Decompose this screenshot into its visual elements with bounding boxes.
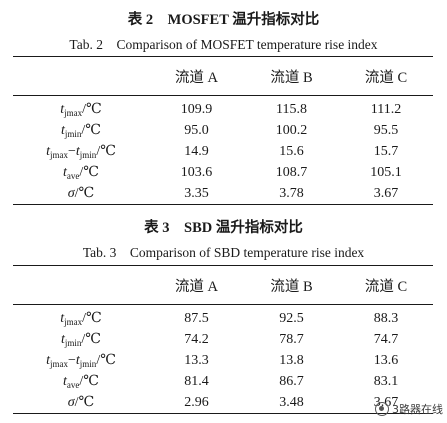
table-cell: 3.78 [244,183,339,205]
table2-header-row: 流道 A 流道 B 流道 C [13,56,433,96]
row-label-sigma: σ/℃ [13,183,149,205]
table2-caption-cn: 表 2 MOSFET 温升指标对比 [127,12,320,28]
table-cell: 108.7 [275,164,308,180]
watermark: 3路器在线 [375,401,443,417]
table-row: tjmax/℃ 109.9 115.8 111.2 [13,95,433,120]
row-label-tjmin: tjmin/℃ [61,123,101,139]
table3-caption-en: Tab. 3 Comparison of SBD temperature ris… [82,245,365,260]
table-cell: 95.0 [184,122,209,138]
table-cell: 3.67 [339,183,433,205]
table-cell: 2.96 [149,392,244,414]
table-cell: 13.3 [184,352,209,368]
table2-caption-en: Tab. 2 Comparison of MOSFET temperature … [69,37,378,52]
table3-col-c: 流道 C [339,265,433,305]
table-row: tjmax/℃ 87.5 92.5 88.3 [13,304,433,329]
table3-header-row: 流道 A 流道 B 流道 C [13,265,433,305]
row-label-tave: tave/℃ [63,165,99,181]
table-cell: 3.48 [244,392,339,414]
table3-caption-cn: 表 3 SBD 温升指标对比 [144,220,303,236]
row-label-tjmax-minus-tjmin: tjmax−tjmin/℃ [46,353,116,369]
table-cell: 14.9 [184,143,209,159]
table2-col-c: 流道 C [339,56,433,96]
table-cell: 13.6 [373,352,399,368]
table-row: tjmax−tjmin/℃ 13.3 13.8 13.6 [13,350,433,371]
table-cell: 87.5 [149,304,244,329]
table-cell: 86.7 [279,373,304,389]
table-cell: 92.5 [244,304,339,329]
table-cell: 15.6 [279,143,304,159]
table3: 流道 A 流道 B 流道 C tjmax/℃ 87.5 92.5 88.3 tj… [13,265,433,414]
table-row: tave/℃ 81.4 86.7 83.1 [13,371,433,392]
table-row: tjmin/℃ 74.2 78.7 74.7 [13,329,433,350]
row-label-tjmax-minus-tjmin: tjmax−tjmin/℃ [46,144,116,160]
table-cell: 13.8 [279,352,304,368]
table-row: tjmax−tjmin/℃ 14.9 15.6 15.7 [13,141,433,162]
table3-col-b: 流道 B [244,265,339,305]
table-cell: 83.1 [373,373,399,389]
table-cell: 100.2 [275,122,308,138]
watermark-text: 3路器在线 [392,403,443,416]
wechat-icon [375,402,389,416]
table-row: tave/℃ 103.6 108.7 105.1 [13,162,433,183]
table2: 流道 A 流道 B 流道 C tjmax/℃ 109.9 115.8 111.2… [13,56,433,205]
table-cell: 109.9 [149,95,244,120]
row-label-tjmax: tjmax/℃ [13,304,149,329]
table-cell: 103.6 [180,164,213,180]
table-cell: 115.8 [244,95,339,120]
table-cell: 95.5 [373,122,399,138]
table-row: tjmin/℃ 95.0 100.2 95.5 [13,120,433,141]
row-label-tjmax: tjmax/℃ [13,95,149,120]
table-cell: 74.7 [373,331,399,347]
table-cell: 81.4 [184,373,209,389]
row-label-tave: tave/℃ [63,374,99,390]
table-cell: 74.2 [184,331,209,347]
header-empty [13,265,149,305]
table-cell: 105.1 [370,164,402,180]
row-label-sigma: σ/℃ [13,392,149,414]
table-row: σ/℃ 2.96 3.48 3.67 [13,392,433,414]
table-cell: 15.7 [373,143,399,159]
table-row: σ/℃ 3.35 3.78 3.67 [13,183,433,205]
header-empty [13,56,149,96]
table-cell: 78.7 [279,331,304,347]
table-cell: 3.35 [149,183,244,205]
table3-col-a: 流道 A [149,265,244,305]
table-cell: 88.3 [339,304,433,329]
table2-col-a: 流道 A [149,56,244,96]
row-label-tjmin: tjmin/℃ [61,332,101,348]
table-cell: 111.2 [339,95,433,120]
table2-col-b: 流道 B [244,56,339,96]
